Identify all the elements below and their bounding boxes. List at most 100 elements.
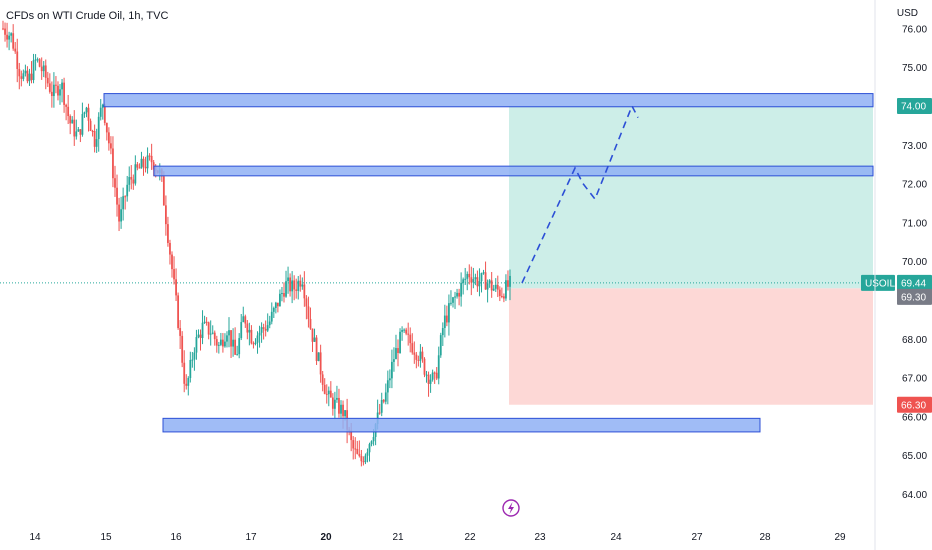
candle-body <box>26 70 29 82</box>
candle-body <box>281 293 283 295</box>
candle-body <box>50 91 53 97</box>
sr-zone[interactable] <box>162 417 761 433</box>
candle-body <box>122 196 125 210</box>
candle-body <box>285 281 287 297</box>
candle-body <box>417 359 420 361</box>
candle-body <box>301 284 304 287</box>
candle-body <box>350 430 353 441</box>
candle-body <box>299 280 302 287</box>
time-tick-label: 29 <box>834 532 846 543</box>
candle-body <box>201 322 204 339</box>
candle-body <box>99 107 102 117</box>
candle-body <box>32 60 35 81</box>
candle-body <box>287 277 289 282</box>
candle-body <box>368 444 371 453</box>
candle-body <box>175 279 177 296</box>
candle-body <box>388 378 391 381</box>
candle-body <box>466 273 469 279</box>
long-position-loss-zone[interactable] <box>509 288 873 405</box>
sr-zone[interactable] <box>153 165 874 177</box>
candle-body <box>309 318 312 329</box>
candle-body <box>110 143 112 149</box>
candle-body <box>372 436 375 442</box>
sr-zone[interactable] <box>103 93 874 108</box>
candle-body <box>352 440 355 449</box>
last-price-tag-text: 69.44 <box>901 278 926 289</box>
candle-body <box>116 187 118 205</box>
candle-body <box>89 120 92 131</box>
candle-body <box>22 73 25 79</box>
price-tick-label: 76.00 <box>902 24 927 35</box>
candle-body <box>431 372 434 380</box>
candle-body <box>443 315 446 329</box>
candle-body <box>423 358 426 375</box>
candle-body <box>195 337 198 353</box>
candle-body <box>472 279 475 283</box>
candle-body <box>191 359 194 361</box>
candle-body <box>240 322 243 339</box>
candle-body <box>279 293 281 307</box>
candle-body <box>317 352 320 361</box>
candle-body <box>492 288 495 291</box>
candle-body <box>391 361 393 379</box>
candle-body <box>138 167 141 169</box>
candle-body <box>242 316 245 323</box>
candle-body <box>484 272 487 290</box>
candle-body <box>63 82 65 105</box>
price-scale[interactable]: 64.0065.0066.0067.0068.0069.0070.0071.00… <box>902 24 927 501</box>
candle-body <box>331 397 334 409</box>
candle-body <box>219 339 222 345</box>
candle-body <box>450 302 452 304</box>
candle-body <box>73 119 76 137</box>
candle-body <box>59 89 61 96</box>
candle-body <box>311 328 314 342</box>
candle-body <box>437 355 440 379</box>
candle-body <box>93 131 96 147</box>
price-tick-label: 72.00 <box>902 180 927 191</box>
candle-body <box>413 352 416 355</box>
candle-body <box>4 28 6 35</box>
candle-body <box>169 242 171 255</box>
candle-body <box>354 448 357 450</box>
candle-body <box>209 333 212 335</box>
long-position-profit-zone[interactable] <box>509 106 873 289</box>
candle-body <box>407 333 410 335</box>
candle-body <box>505 280 507 299</box>
candle-body <box>468 273 471 278</box>
candle-body <box>97 116 100 140</box>
price-tick-label: 67.00 <box>902 374 927 385</box>
lightning-icon[interactable] <box>502 499 520 517</box>
candle-body <box>419 351 422 361</box>
candle-body <box>126 184 129 197</box>
time-tick-label: 17 <box>245 532 257 543</box>
candle-body <box>226 335 228 342</box>
candle-body <box>42 65 45 72</box>
candle-body <box>95 139 98 147</box>
candle-body <box>118 204 120 222</box>
projection-path[interactable] <box>521 104 639 284</box>
candle-body <box>445 315 448 323</box>
candle-body <box>20 76 23 79</box>
candle-body <box>291 280 294 292</box>
candle-body <box>329 390 332 398</box>
candle-body <box>87 107 90 121</box>
candle-body <box>193 352 196 360</box>
candle-body <box>303 284 306 299</box>
candle-body <box>360 455 363 462</box>
candle-body <box>274 302 277 309</box>
time-scale[interactable]: 14 15 16 17 20 21 22 23 24 27 28 29 <box>29 532 846 543</box>
candle-body <box>189 360 192 378</box>
time-tick-label: 27 <box>691 532 703 543</box>
entry-price-tag <box>897 288 932 305</box>
candle-body <box>244 316 247 324</box>
candle-body <box>305 298 308 307</box>
candle-body <box>397 348 399 354</box>
candle-body <box>44 65 47 78</box>
candle-body <box>425 374 428 376</box>
candle-body <box>144 166 147 169</box>
candle-body <box>40 66 43 72</box>
candle-body <box>12 33 15 49</box>
candle-body <box>256 335 259 343</box>
candles-group <box>2 20 511 467</box>
